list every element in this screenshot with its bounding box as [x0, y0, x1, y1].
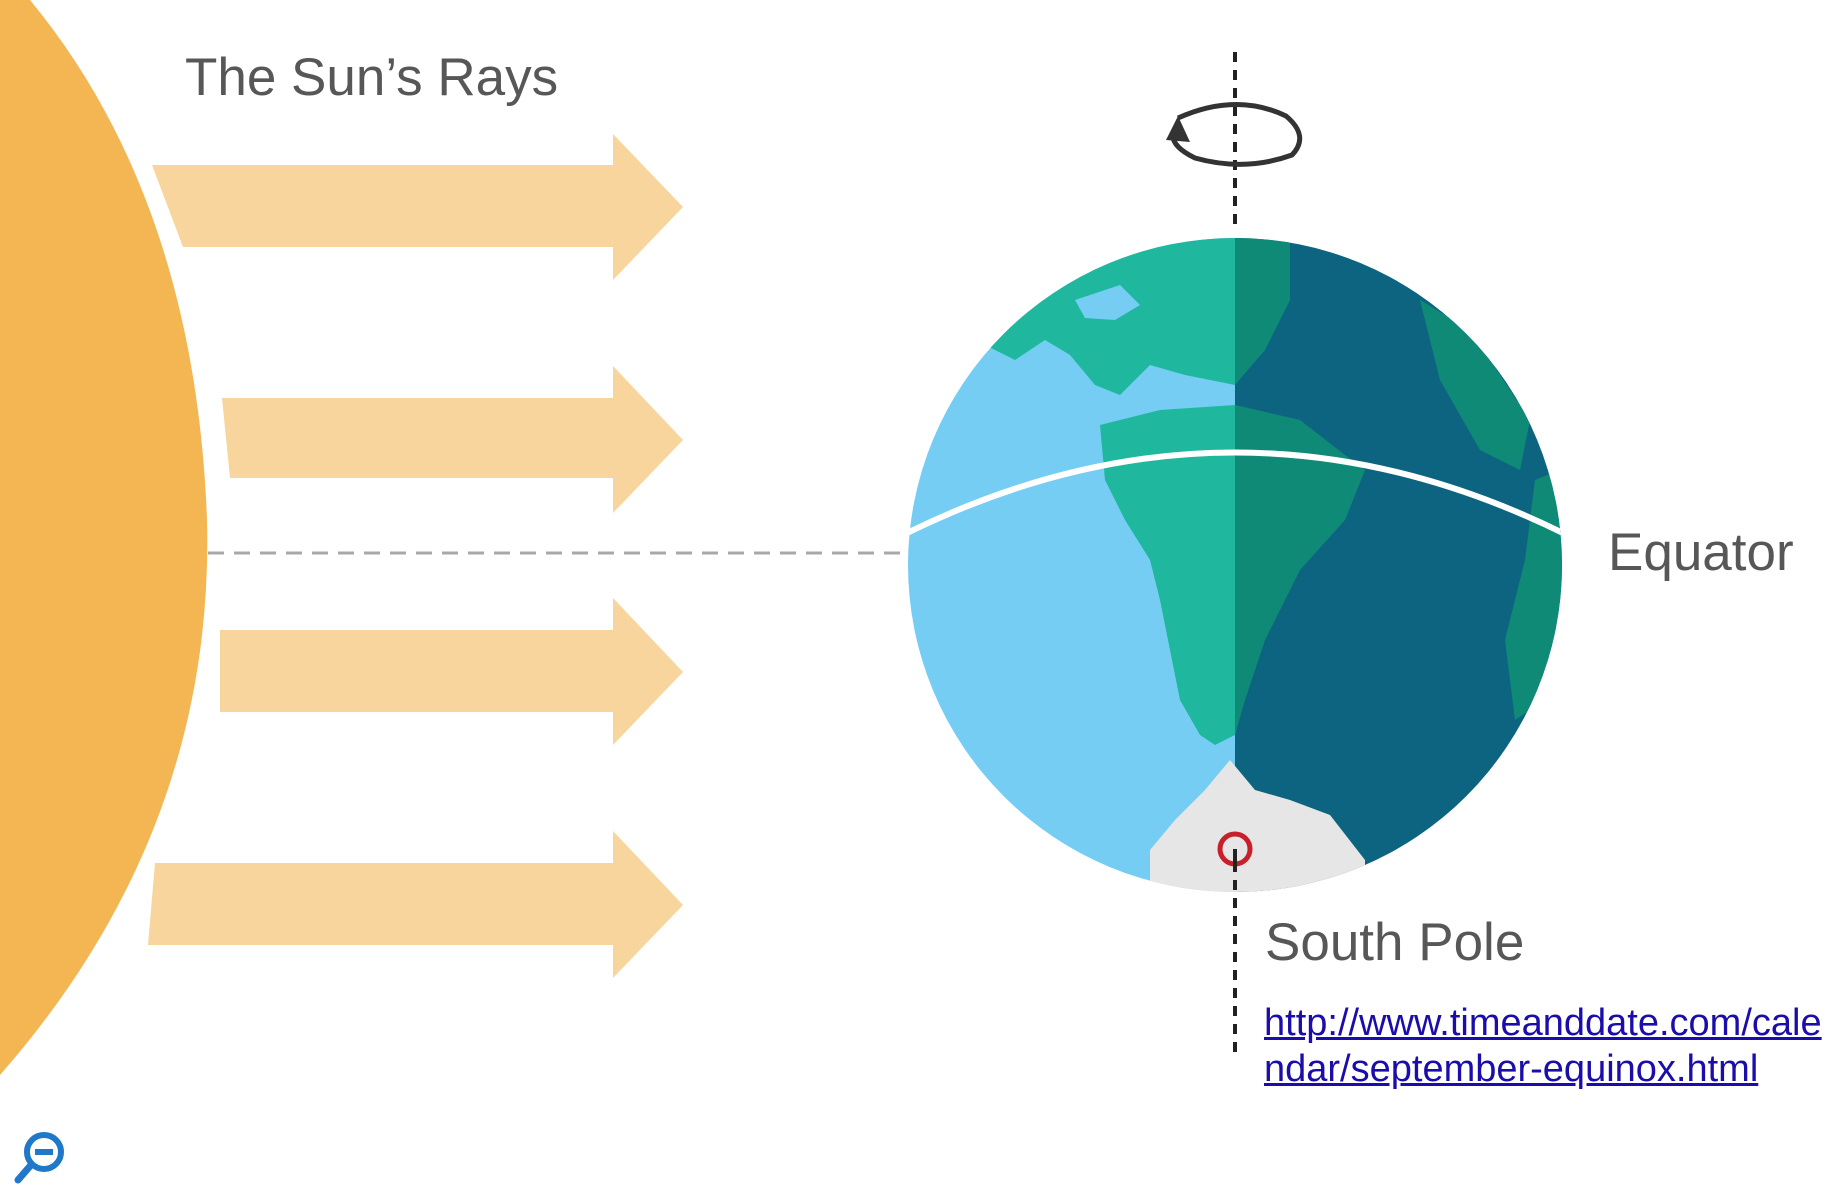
sun-rays — [148, 134, 683, 978]
source-link[interactable]: http://www.timeanddate.com/calendar/sept… — [1264, 1002, 1822, 1090]
ray-arrow — [148, 831, 683, 978]
antarctica-ice — [1150, 760, 1365, 892]
ray-arrow — [220, 598, 683, 745]
greenland-landmass — [1420, 300, 1530, 470]
south-america-landmass — [1100, 405, 1235, 745]
ray-arrow — [152, 134, 683, 280]
equator-line — [908, 449, 1562, 538]
equator-label: Equator — [1608, 523, 1794, 582]
ray-arrow — [222, 366, 683, 513]
rotation-arrow-icon — [1166, 102, 1303, 167]
south-pole-label: South Pole — [1265, 913, 1524, 972]
earth-globe — [908, 238, 1562, 892]
south-america-landmass-night — [1235, 405, 1365, 735]
sun-rays-label: The Sun’s Rays — [185, 48, 558, 107]
pole-marker-icon — [1217, 831, 1253, 868]
zoom-out-icon[interactable] — [8, 1128, 72, 1184]
north-america-landmass-night — [1235, 238, 1290, 385]
sun — [0, 0, 208, 1075]
hudson-bay — [1075, 285, 1140, 320]
